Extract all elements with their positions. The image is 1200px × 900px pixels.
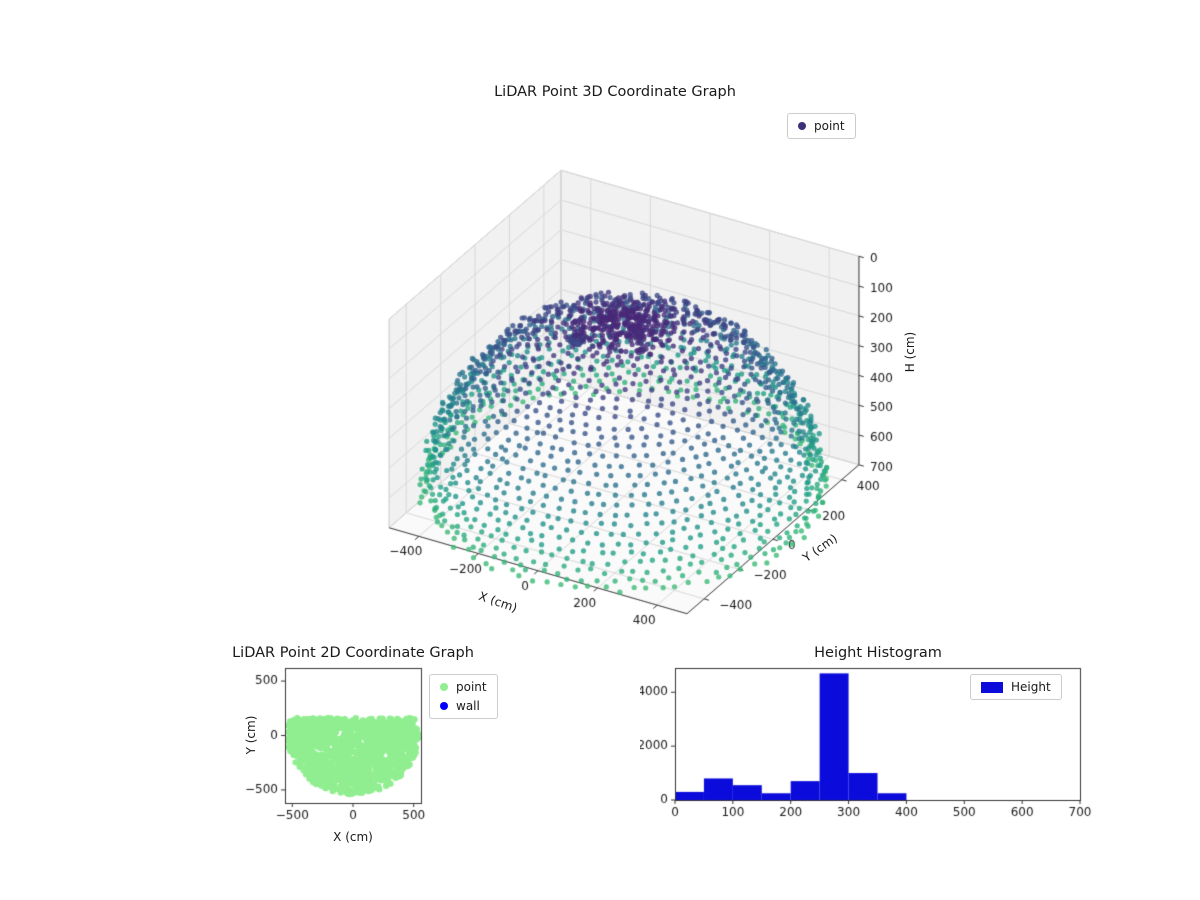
legend-item-point: point [798, 119, 845, 133]
plot2d-title: LiDAR Point 2D Coordinate Graph [232, 645, 474, 661]
histogram-title: Height Histogram [814, 645, 942, 661]
point-marker-icon [440, 683, 448, 691]
legend-item-wall: wall [440, 699, 487, 713]
legend-label-point: point [814, 119, 845, 133]
point-marker-icon [798, 122, 806, 130]
plot3d-haxis-label: H (cm) [903, 331, 917, 373]
legend-label-wall: wall [456, 699, 480, 713]
plot3d-title: LiDAR Point 3D Coordinate Graph [494, 84, 736, 100]
wall-marker-icon [440, 702, 448, 710]
histogram-legend: Height [970, 674, 1062, 700]
height-patch-icon [981, 681, 1003, 693]
legend-label-height: Height [1011, 680, 1051, 694]
legend-item-point: point [440, 680, 487, 694]
plot2d-xaxis-label: X (cm) [333, 830, 373, 844]
legend-item-height: Height [981, 680, 1051, 694]
legend-label-point: point [456, 680, 487, 694]
plot3d-legend: point [787, 113, 856, 139]
plot2d-canvas [240, 660, 440, 825]
plot2d-yaxis-label: Y (cm) [244, 715, 258, 755]
plot2d-legend: point wall [429, 674, 498, 719]
plot3d-canvas [300, 120, 920, 650]
